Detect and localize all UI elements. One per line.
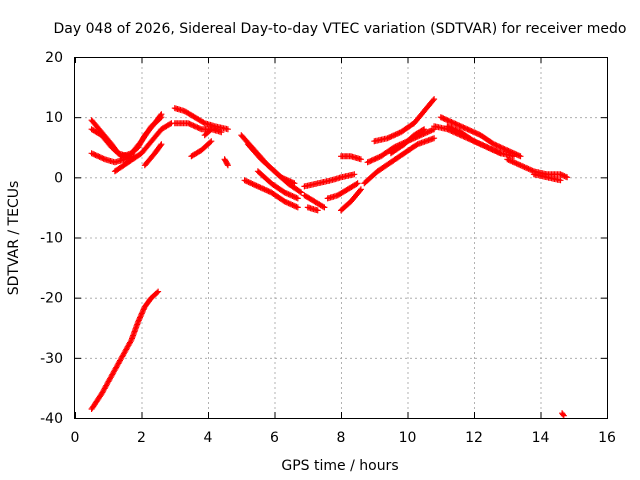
data-point <box>559 411 566 418</box>
y-tick-label: -40 <box>40 411 63 427</box>
data-point <box>155 288 162 295</box>
data-point <box>351 171 358 178</box>
x-tick-label: 10 <box>399 430 417 446</box>
data-point <box>167 120 174 127</box>
data-point <box>208 138 215 145</box>
y-tick-label: -20 <box>40 291 63 307</box>
data-points <box>88 96 571 419</box>
data-point <box>357 156 364 163</box>
x-tick-label: 2 <box>137 430 146 446</box>
data-point <box>444 117 451 124</box>
series-arc-z <box>437 114 524 160</box>
data-point <box>357 186 364 193</box>
plot-frame <box>74 57 608 419</box>
data-point <box>419 127 426 133</box>
series-arc-r <box>324 180 361 202</box>
y-tick-label: 20 <box>45 50 63 66</box>
data-point <box>430 97 437 104</box>
series-arc-steep <box>88 288 162 412</box>
data-point <box>158 114 165 121</box>
series-arc-b <box>88 114 165 160</box>
data-point <box>497 150 504 157</box>
data-point <box>357 187 363 194</box>
series-arc-ac <box>530 171 564 184</box>
data-point <box>457 123 464 130</box>
data-point <box>191 123 198 130</box>
series-arc-u <box>361 135 438 187</box>
data-point <box>200 119 207 126</box>
chart-title: Day 048 of 2026, Sidereal Day-to-day VTE… <box>54 21 627 37</box>
data-point <box>431 96 438 103</box>
series-arc-m <box>254 168 301 202</box>
series-arc-d <box>111 120 175 175</box>
series-arc-s <box>338 186 364 214</box>
x-tick-label: 16 <box>598 430 616 446</box>
x-axis-label: GPS time / hours <box>281 458 398 474</box>
data-point <box>354 180 361 187</box>
series-arc-c <box>88 150 138 166</box>
data-point <box>224 126 231 133</box>
data-point <box>560 412 567 419</box>
series-arc-e <box>141 141 165 169</box>
data-point <box>218 129 225 136</box>
series-arc-n <box>241 177 301 211</box>
data-point <box>353 181 360 188</box>
data-point <box>207 127 214 134</box>
data-point <box>294 204 301 211</box>
data-point <box>431 135 438 142</box>
data-point <box>314 207 321 214</box>
y-tick-label: 0 <box>54 170 63 186</box>
data-point <box>224 162 231 169</box>
series-arc-f <box>171 105 231 133</box>
data-point <box>207 139 214 146</box>
data-point <box>294 195 301 202</box>
series-arc-l <box>244 141 305 196</box>
data-point <box>158 141 165 148</box>
series-arc-h <box>188 138 215 160</box>
series-arc-aa <box>444 123 504 157</box>
data-point <box>517 153 524 160</box>
data-point <box>154 289 160 296</box>
series-arc-ad <box>559 410 567 419</box>
series-arc-p <box>301 192 328 211</box>
x-tick-label: 0 <box>71 430 80 446</box>
y-tick-label: -30 <box>40 351 63 367</box>
data-point <box>421 126 428 133</box>
series-arc-w <box>371 96 438 145</box>
data-point <box>321 204 328 211</box>
data-point <box>564 174 571 181</box>
series-arc-t <box>338 153 364 163</box>
data-point <box>557 177 564 184</box>
data-point <box>444 123 451 130</box>
data-point <box>157 115 164 122</box>
data-point <box>320 203 327 210</box>
x-tick-label: 4 <box>204 430 213 446</box>
series-arc-j <box>221 156 231 169</box>
x-tick-label: 6 <box>270 430 279 446</box>
series-arc-o <box>301 171 358 190</box>
series-arc-i <box>201 126 215 139</box>
x-tick-label: 12 <box>465 430 483 446</box>
data-point <box>208 126 215 133</box>
y-tick-label: -10 <box>40 231 63 247</box>
data-point <box>298 189 305 196</box>
series-arc-q <box>304 204 321 214</box>
series-arc-x <box>387 126 428 157</box>
axis-ticks: 0 2 4 6 8 10 12 14 16 -40 -30 -20 -10 0 10 20 <box>40 50 616 446</box>
y-tick-label: 10 <box>45 110 63 126</box>
data-point <box>157 142 164 149</box>
x-tick-label: 8 <box>337 430 346 446</box>
data-point <box>296 188 303 195</box>
x-tick-label: 14 <box>532 430 550 446</box>
y-axis-label: SDTVAR / TECUs <box>6 181 22 296</box>
grid <box>75 57 607 418</box>
